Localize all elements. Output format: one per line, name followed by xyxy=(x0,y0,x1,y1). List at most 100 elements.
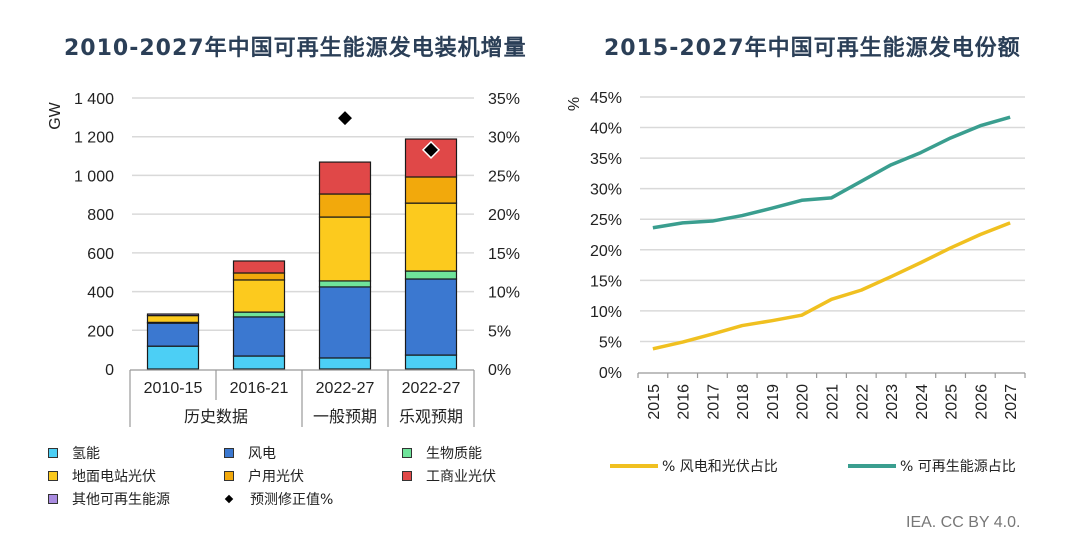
y-tick-label: 45% xyxy=(590,90,622,107)
bar-segment xyxy=(404,354,458,370)
legend-label: 生物质能 xyxy=(426,446,482,462)
bar-segment xyxy=(232,316,286,357)
legend-item: 氢能 xyxy=(48,443,100,463)
x-tick-label: 2022-27 xyxy=(316,380,375,397)
x-tick-label: 2018 xyxy=(735,384,752,420)
x-group-label: 一般预期 xyxy=(313,408,377,426)
y2-tick-label: 15% xyxy=(488,246,520,263)
y-tick-label: 1 200 xyxy=(74,130,114,147)
bar-segment xyxy=(318,357,372,370)
y2-tick-label: 0% xyxy=(488,362,511,379)
bar-segment xyxy=(232,355,286,370)
x-tick-label: 2010-15 xyxy=(144,380,203,397)
y-tick-label: 5% xyxy=(599,334,622,351)
y-tick-label: 10% xyxy=(590,304,622,321)
legend-label: % 风电和光伏占比 xyxy=(662,459,778,475)
x-tick-label: 2023 xyxy=(884,384,901,420)
bar-segment xyxy=(404,270,458,280)
y-axis-label: % xyxy=(564,97,581,111)
x-tick-label: 2019 xyxy=(765,384,782,420)
x-tick-label: 2027 xyxy=(1003,384,1020,420)
y2-tick-label: 5% xyxy=(488,323,511,340)
x-tick-label: 2025 xyxy=(944,384,961,420)
bar-segment xyxy=(232,272,286,281)
bar-segment xyxy=(318,280,372,288)
y-tick-label: 30% xyxy=(590,182,622,199)
bar-segment xyxy=(404,278,458,356)
bar-segment xyxy=(404,202,458,272)
legend-line-icon xyxy=(610,464,658,468)
x-tick-label: 2022-27 xyxy=(402,380,461,397)
legend-label: 工商业光伏 xyxy=(426,469,496,485)
y-tick-label: 15% xyxy=(590,273,622,290)
x-tick-label: 2022 xyxy=(854,384,871,420)
y-tick-label: 1 000 xyxy=(74,168,114,185)
y2-tick-label: 10% xyxy=(488,285,520,302)
y2-tick-label: 20% xyxy=(488,207,520,224)
legend-swatch-icon xyxy=(48,471,58,481)
x-tick-label: 2016 xyxy=(676,384,693,420)
bar-segment xyxy=(232,311,286,318)
legend-swatch-icon xyxy=(224,471,234,481)
legend-item: 户用光伏 xyxy=(224,466,304,486)
y-tick-label: 1 400 xyxy=(74,91,114,108)
x-group-label: 历史数据 xyxy=(184,408,248,426)
bar-segment xyxy=(146,313,200,317)
bar-segment xyxy=(146,322,200,347)
series-line xyxy=(652,221,1011,351)
marker-diamond xyxy=(335,109,355,128)
y-tick-label: 600 xyxy=(87,246,114,263)
legend-item: 预测修正值% xyxy=(224,489,333,509)
x-group-label: 乐观预期 xyxy=(399,408,463,426)
legend-label: % 可再生能源占比 xyxy=(900,459,1016,475)
x-tick-label: 2021 xyxy=(825,384,842,420)
legend-swatch-icon xyxy=(402,448,412,458)
legend-swatch-icon xyxy=(48,494,58,504)
legend-item: 生物质能 xyxy=(402,443,482,463)
legend-label: 户用光伏 xyxy=(248,469,304,485)
bar-segment xyxy=(318,161,372,195)
y-tick-label: 200 xyxy=(87,323,114,340)
x-tick-label: 2026 xyxy=(973,384,990,420)
legend-item: 风电 xyxy=(224,443,276,463)
y-tick-label: 40% xyxy=(590,121,622,138)
legend-line-icon xyxy=(848,464,896,468)
legend-item: % 可再生能源占比 xyxy=(848,456,1016,476)
y-tick-label: 20% xyxy=(590,243,622,260)
x-tick-label: 2020 xyxy=(795,384,812,420)
y-tick-label: 400 xyxy=(87,285,114,302)
credit-text: IEA. CC BY 4.0. xyxy=(906,514,1021,531)
bar-segment xyxy=(146,345,200,370)
y-axis-label: GW xyxy=(47,101,64,129)
y-tick-label: 0 xyxy=(105,362,114,379)
legend-label: 地面电站光伏 xyxy=(72,469,156,485)
legend-swatch-icon xyxy=(224,448,234,458)
y-tick-label: 25% xyxy=(590,212,622,229)
series-line xyxy=(652,115,1011,230)
diamond-marker-icon xyxy=(224,494,234,504)
legend-label: 其他可再生能源 xyxy=(72,492,170,508)
legend-swatch-icon xyxy=(402,471,412,481)
y2-tick-label: 25% xyxy=(488,168,520,185)
right-chart-title: 2015-2027年中国可再生能源发电份额 xyxy=(604,36,1021,61)
legend-label: 预测修正值% xyxy=(250,492,334,508)
bar-segment xyxy=(232,279,286,313)
legend-item: 其他可再生能源 xyxy=(48,489,170,509)
y2-tick-label: 30% xyxy=(488,130,520,147)
marker-diamond xyxy=(421,140,441,159)
y-tick-label: 800 xyxy=(87,207,114,224)
bar-segment xyxy=(318,193,372,218)
x-tick-label: 2015 xyxy=(646,384,663,420)
legend-label: 风电 xyxy=(248,446,276,462)
x-tick-label: 2024 xyxy=(914,384,931,420)
legend-item: 地面电站光伏 xyxy=(48,466,156,486)
legend-item: % 风电和光伏占比 xyxy=(610,456,778,476)
bar-segment xyxy=(146,314,200,323)
x-tick-label: 2017 xyxy=(705,384,722,420)
legend-label: 氢能 xyxy=(72,446,100,462)
left-chart-title: 2010-2027年中国可再生能源发电装机增量 xyxy=(64,36,527,61)
x-tick-label: 2016-21 xyxy=(230,380,289,397)
bar-segment xyxy=(318,216,372,282)
legend-swatch-icon xyxy=(48,448,58,458)
